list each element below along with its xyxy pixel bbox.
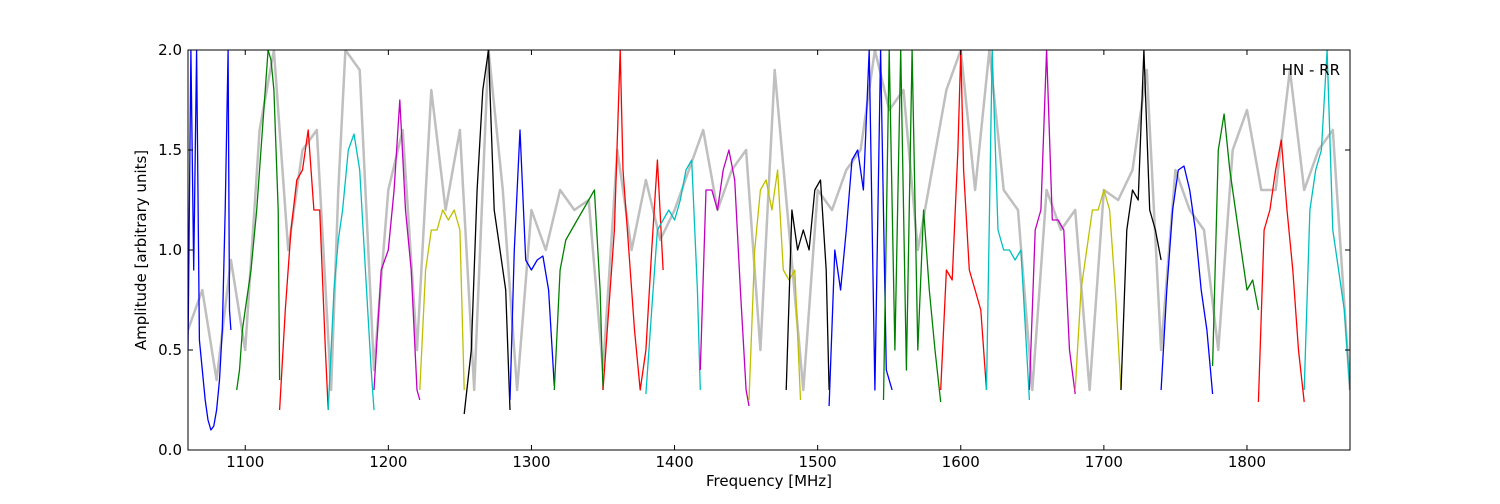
y-tick-label: 0.0 bbox=[158, 441, 182, 459]
x-axis-label: Frequency [MHz] bbox=[706, 472, 832, 490]
series-line-18 bbox=[985, 50, 1031, 401]
series-line-8 bbox=[509, 129, 555, 401]
series-line-22 bbox=[1160, 165, 1214, 395]
series-line-14 bbox=[785, 179, 830, 391]
x-tick-label: 1800 bbox=[1228, 453, 1266, 471]
series-line-3 bbox=[278, 129, 329, 411]
y-tick-label: 0.5 bbox=[158, 341, 182, 359]
series-line-6 bbox=[419, 209, 465, 391]
series-line-5 bbox=[373, 99, 421, 401]
series-line-16 bbox=[882, 50, 942, 403]
y-tick-label: 1.5 bbox=[158, 141, 182, 159]
series-layer bbox=[188, 50, 1350, 431]
series-line-23 bbox=[1211, 113, 1260, 367]
series-line-17 bbox=[940, 50, 988, 391]
series-line-2 bbox=[236, 50, 281, 391]
y-axis-label: Amplitude [arbitrary units] bbox=[132, 150, 150, 350]
series-line-15 bbox=[828, 50, 893, 407]
series-line-13 bbox=[748, 169, 802, 401]
x-tick-label: 1400 bbox=[655, 453, 693, 471]
series-line-1 bbox=[188, 50, 232, 431]
series-line-19 bbox=[1028, 50, 1076, 395]
y-tick-label: 2.0 bbox=[158, 41, 182, 59]
x-tick-label: 1100 bbox=[226, 453, 264, 471]
chart-annotation: HN - RR bbox=[1282, 61, 1340, 79]
series-line-7 bbox=[463, 50, 511, 415]
series-line-9 bbox=[553, 189, 604, 391]
series-line-4 bbox=[327, 133, 375, 411]
background-series-line bbox=[188, 50, 1350, 392]
y-axis: 0.0 0.5 1.0 1.5 2.0 bbox=[158, 41, 1350, 459]
series-line-12 bbox=[699, 149, 750, 407]
series-line-24 bbox=[1257, 139, 1305, 403]
series-line-20 bbox=[1074, 189, 1122, 391]
x-tick-label: 1700 bbox=[1085, 453, 1123, 471]
series-line-10 bbox=[602, 50, 664, 391]
x-tick-label: 1600 bbox=[942, 453, 980, 471]
x-tick-label: 1200 bbox=[369, 453, 407, 471]
series-line-25 bbox=[1303, 50, 1350, 391]
background-series-layer bbox=[188, 50, 1350, 392]
x-axis: 1100 1200 1300 1400 1500 1600 1700 1800 bbox=[226, 50, 1266, 471]
y-tick-label: 1.0 bbox=[158, 241, 182, 259]
series-line-21 bbox=[1120, 50, 1162, 391]
x-tick-label: 1500 bbox=[799, 453, 837, 471]
series-line-11 bbox=[645, 159, 701, 395]
x-tick-label: 1300 bbox=[512, 453, 550, 471]
